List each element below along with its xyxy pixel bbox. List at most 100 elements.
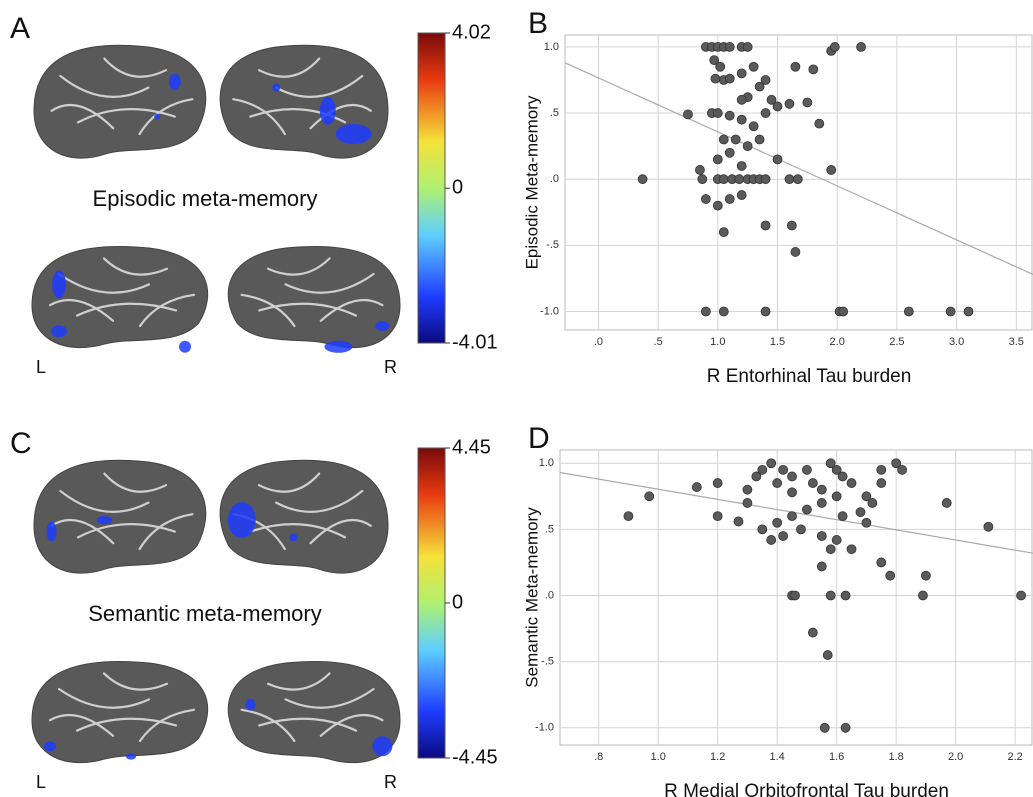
- panel-label: A: [10, 12, 30, 45]
- hemisphere-label: R: [384, 357, 397, 377]
- data-point: [772, 154, 783, 165]
- x-tick-label: .5: [654, 336, 663, 348]
- activation: [179, 340, 191, 353]
- brain-outline: [31, 245, 209, 349]
- sulcus: [232, 98, 286, 136]
- x-axis-label: R Entorhinal Tau burden: [707, 366, 912, 387]
- activation: [227, 502, 256, 538]
- sulcus: [102, 257, 169, 276]
- brain-surface: [31, 660, 209, 764]
- data-point: [1016, 590, 1027, 601]
- data-point: [695, 165, 705, 175]
- data-point: [757, 464, 768, 475]
- data-point: [736, 68, 747, 79]
- x-tick-label: 1.2: [710, 751, 725, 763]
- data-point: [784, 98, 795, 109]
- colorbar-tick-label: -4.45: [452, 746, 498, 768]
- sulcus: [59, 489, 150, 513]
- sulcus: [50, 103, 115, 130]
- data-point: [760, 220, 771, 231]
- trend-line: [559, 471, 1033, 554]
- data-point: [742, 141, 753, 152]
- data-point: [790, 247, 801, 257]
- data-point: [760, 306, 771, 317]
- data-point: [945, 306, 956, 317]
- sulcus: [284, 687, 375, 709]
- data-point: [724, 73, 735, 84]
- y-tick-label: .0: [550, 173, 559, 185]
- data-point: [754, 134, 765, 145]
- activation: [289, 533, 298, 542]
- panel-title: Semantic meta-memory: [88, 601, 322, 626]
- data-point: [760, 174, 771, 185]
- x-tick-label: 1.4: [770, 751, 785, 763]
- panel-title: Episodic meta-memory: [93, 186, 318, 211]
- sulcus: [266, 257, 331, 276]
- sulcus: [75, 302, 178, 317]
- activation: [319, 96, 336, 125]
- panel-label: D: [528, 422, 550, 455]
- data-point: [736, 190, 747, 200]
- brain-outline: [227, 245, 401, 349]
- y-tick-label: 1.0: [544, 41, 559, 53]
- activation: [372, 736, 393, 757]
- colorbar-tick-label: 4.45: [452, 436, 491, 458]
- brain-outline: [33, 459, 207, 574]
- y-tick-label: .5: [545, 523, 554, 535]
- data-point: [772, 101, 783, 112]
- data-point: [637, 174, 648, 185]
- y-tick-label: 1.0: [539, 457, 554, 469]
- data-point: [748, 61, 759, 72]
- data-point: [787, 511, 797, 522]
- y-tick-label: .0: [545, 589, 554, 601]
- data-point: [772, 478, 783, 488]
- sulcus: [48, 713, 115, 737]
- brain-surface: [33, 459, 207, 574]
- data-point: [724, 42, 735, 52]
- data-point: [787, 487, 797, 498]
- colorbar-tick-label: -4.01: [452, 331, 498, 353]
- sulcus: [257, 472, 321, 493]
- sulcus: [258, 302, 358, 317]
- data-point: [790, 61, 801, 72]
- data-point: [837, 511, 848, 522]
- data-point: [891, 458, 902, 469]
- x-tick-label: 1.0: [651, 751, 666, 763]
- activation: [168, 73, 181, 90]
- data-point: [715, 61, 726, 72]
- data-point: [757, 524, 768, 535]
- data-point: [786, 220, 797, 231]
- data-point: [734, 174, 745, 185]
- brain-surface: [33, 44, 207, 159]
- x-tick-label: 3.0: [949, 336, 964, 348]
- data-point: [724, 110, 735, 121]
- data-point: [766, 458, 777, 469]
- data-point: [861, 517, 872, 528]
- data-point: [983, 521, 994, 532]
- data-point: [861, 491, 872, 502]
- data-point: [700, 306, 711, 317]
- data-point: [784, 174, 795, 185]
- sulcus: [138, 98, 194, 136]
- sulcus: [57, 687, 151, 709]
- colorbar: [417, 32, 446, 344]
- sulcus: [76, 108, 176, 124]
- data-point: [838, 306, 849, 317]
- sulcus: [249, 108, 347, 124]
- data-point: [724, 194, 735, 204]
- activation: [324, 340, 353, 353]
- data-point: [712, 478, 723, 488]
- data-point: [819, 722, 830, 733]
- data-point: [700, 194, 711, 204]
- data-point: [897, 464, 908, 475]
- data-point: [751, 471, 762, 482]
- sulcus: [309, 518, 372, 545]
- sulcus: [76, 523, 176, 539]
- x-axis-label: R Medial Orbitofrontal Tau burden: [664, 781, 949, 797]
- data-point: [736, 161, 747, 171]
- data-point: [724, 147, 735, 158]
- data-point: [742, 42, 753, 52]
- x-tick-label: 2.0: [948, 751, 963, 763]
- sulcus: [75, 717, 178, 732]
- data-point: [816, 498, 827, 508]
